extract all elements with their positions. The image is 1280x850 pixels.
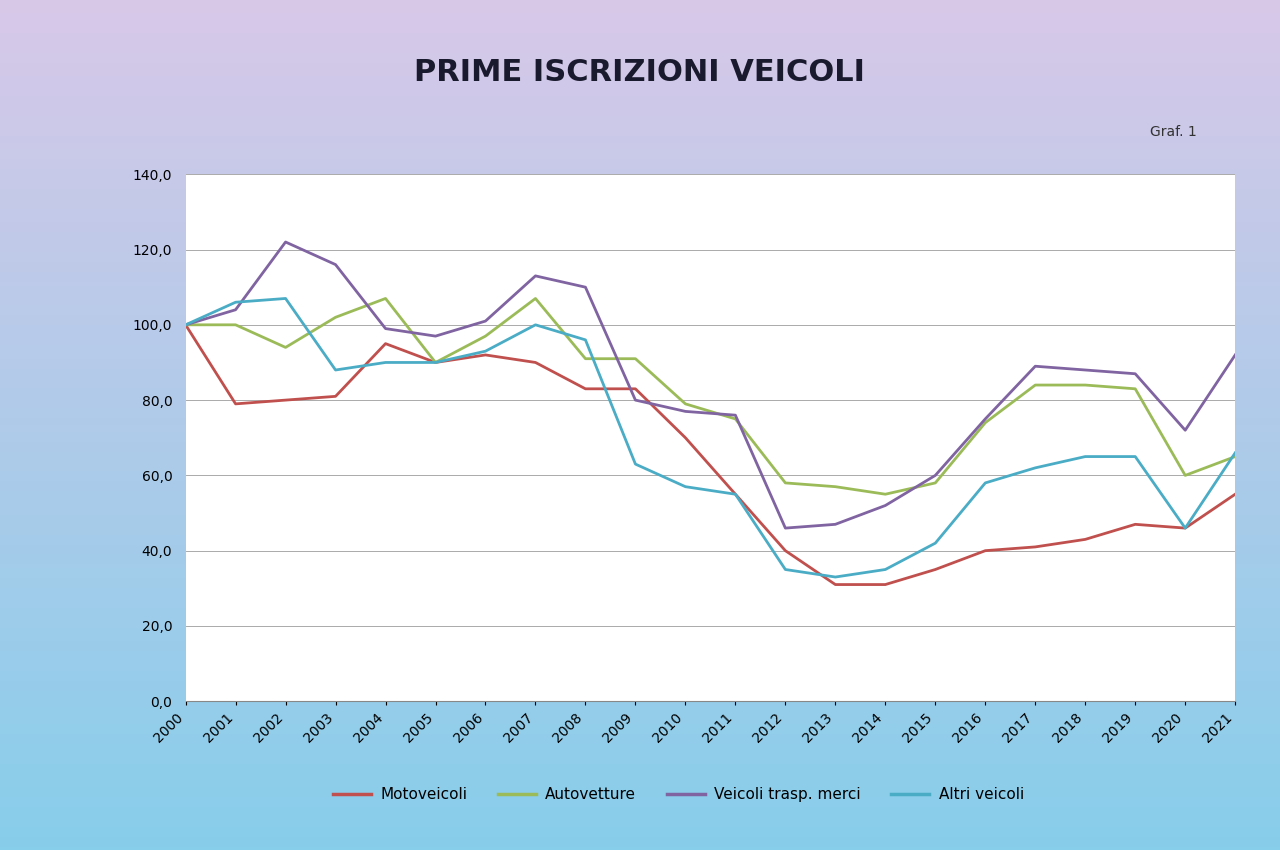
Legend: Motoveicoli, Autovetture, Veicoli trasp. merci, Altri veicoli: Motoveicoli, Autovetture, Veicoli trasp.…: [326, 781, 1030, 808]
Text: PRIME ISCRIZIONI VEICOLI: PRIME ISCRIZIONI VEICOLI: [415, 58, 865, 87]
Text: Graf. 1: Graf. 1: [1149, 125, 1197, 139]
